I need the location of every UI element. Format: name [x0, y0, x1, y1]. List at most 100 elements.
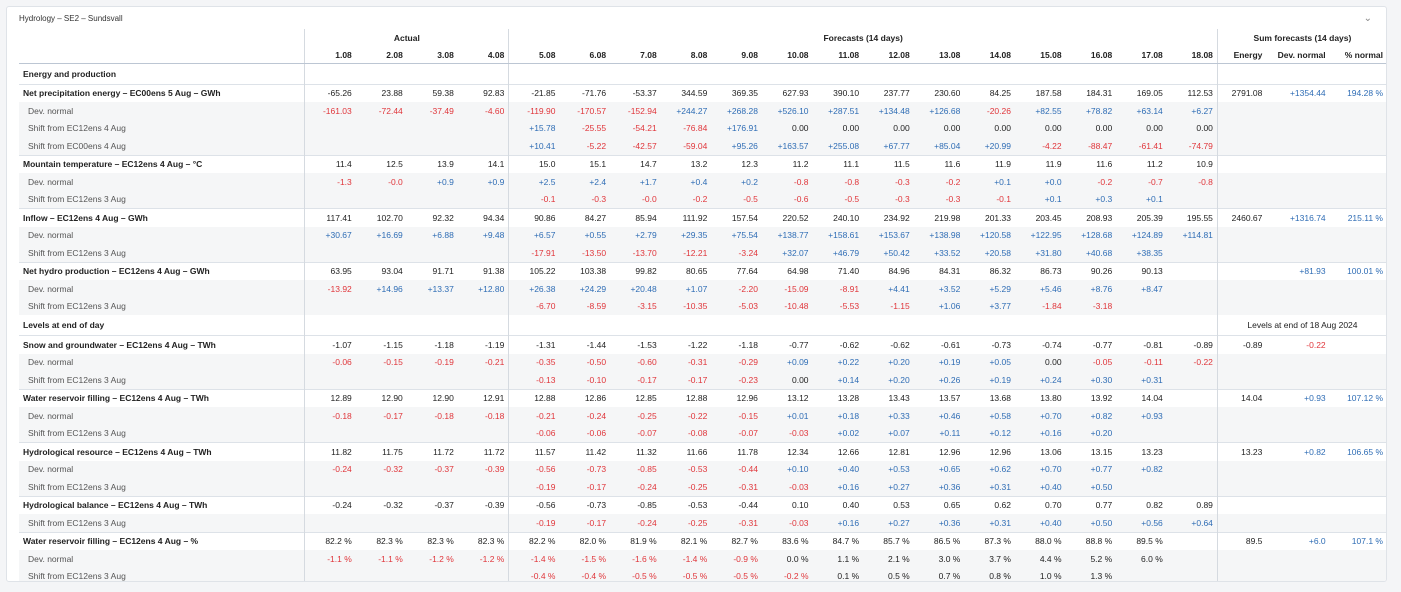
- value-cell: 3.0 %: [938, 553, 961, 564]
- sum-cell: 194.28 %: [1329, 83, 1386, 102]
- value-cell: [407, 568, 458, 582]
- value-cell: 99.82: [610, 261, 661, 280]
- value-cell: +0.62: [989, 464, 1011, 475]
- value-cell: [407, 120, 458, 138]
- value-cell: 0.5 %: [888, 571, 910, 582]
- value-cell: +0.40: [837, 464, 860, 475]
- value-cell: 0.77: [1065, 495, 1117, 514]
- value-cell: -0.44: [711, 495, 762, 514]
- value-cell: +24.29: [579, 283, 607, 294]
- value-cell: -42.57: [632, 140, 657, 151]
- value-cell: +0.65: [938, 464, 961, 475]
- sum-cell: [1266, 514, 1329, 532]
- sum-cell: +1354.44: [1266, 83, 1330, 102]
- sum-cell: 107.1 %: [1329, 531, 1386, 550]
- value-cell: 0.1 %: [837, 571, 860, 582]
- value-cell: +40.68: [1085, 247, 1113, 258]
- value-cell: 344.59: [660, 83, 712, 102]
- date-header: 15.08: [1014, 46, 1066, 64]
- value-cell: +6.57: [508, 226, 560, 244]
- value-cell: -54.21: [632, 123, 657, 134]
- value-cell: +63.14: [1136, 105, 1163, 116]
- sum-cell: [1216, 244, 1267, 262]
- value-cell: +0.46: [938, 410, 961, 421]
- value-cell: 88.8 %: [1065, 531, 1117, 550]
- value-cell: [1167, 191, 1218, 209]
- value-cell: -0.74: [1014, 335, 1066, 354]
- date-header: 1.08: [304, 46, 356, 64]
- value-cell: -0.03: [789, 517, 809, 528]
- row-label: Dev. normal: [28, 105, 74, 116]
- value-cell: -0.53: [687, 464, 708, 475]
- value-cell: +0.20: [888, 357, 910, 368]
- sum-cell: [1266, 407, 1329, 425]
- sum-cell: [1329, 335, 1386, 354]
- value-cell: 11.72: [457, 442, 509, 461]
- sum-cell: [1330, 280, 1386, 298]
- sum-cell: [1216, 353, 1267, 371]
- value-cell: -0.56: [508, 460, 560, 478]
- value-cell: -1.31: [508, 335, 560, 354]
- value-cell: +0.01: [787, 410, 809, 421]
- sum-cell: [1216, 407, 1267, 425]
- value-cell: [1116, 425, 1167, 443]
- sum-cell: [1330, 191, 1386, 209]
- sub-row: Shift from EC12ens 4 Aug +15.78 -25.55 -54.…: [19, 119, 1386, 138]
- table-row: Hydrological balance – EC12ens 4 Aug – T…: [19, 495, 1386, 514]
- value-cell: [1166, 442, 1218, 461]
- value-cell: 11.9: [964, 154, 1015, 173]
- value-cell: -0.6: [793, 194, 809, 205]
- value-cell: -0.61: [913, 335, 965, 354]
- value-cell: +0.09: [787, 357, 809, 368]
- value-cell: 1.0 %: [1039, 571, 1062, 582]
- value-cell: -0.77: [1065, 335, 1117, 354]
- row-label: Energy and production: [23, 68, 117, 79]
- chevron-down-icon[interactable]: ⌄: [1363, 13, 1372, 24]
- value-cell: 13.80: [1014, 388, 1066, 407]
- value-cell: [407, 425, 458, 443]
- value-cell: +0.33: [888, 410, 910, 421]
- value-cell: [458, 191, 509, 209]
- value-cell: -1.5 %: [581, 553, 607, 564]
- value-cell: +0.02: [837, 428, 860, 439]
- sum-cell: 2460.67: [1216, 208, 1267, 227]
- sum-cell: -0.22: [1266, 335, 1330, 354]
- value-cell: 91.71: [406, 261, 458, 280]
- sub-row: Shift from EC12ens 3 Aug -0.1 -0.3 -0.0 -0.2…: [19, 190, 1386, 209]
- value-cell: [458, 478, 509, 496]
- value-cell: -0.50: [586, 357, 607, 368]
- value-cell: 11.9: [1014, 154, 1066, 173]
- value-cell: +82.55: [1035, 105, 1062, 116]
- value-cell: -1.2 %: [479, 553, 505, 564]
- value-cell: -0.25: [687, 517, 708, 528]
- value-cell: -0.2 %: [783, 571, 809, 582]
- value-cell: +124.89: [1131, 230, 1163, 241]
- value-cell: +0.31: [989, 517, 1011, 528]
- sum-cell: [1216, 154, 1267, 173]
- value-cell: +78.82: [1085, 105, 1113, 116]
- section-spacer: [304, 63, 509, 84]
- value-cell: 13.68: [964, 388, 1015, 407]
- value-cell: -0.35: [508, 353, 560, 371]
- sub-row: Dev. normal -161.03 -72.44 -37.49 -4.60 -119.…: [19, 102, 1386, 120]
- sum-cell: [1216, 173, 1267, 191]
- value-cell: +122.95: [1030, 230, 1062, 241]
- value-cell: 1.1 %: [837, 553, 860, 564]
- row-label: Water reservoir filling – EC12ens 4 Aug …: [19, 531, 305, 550]
- value-cell: 93.04: [355, 261, 407, 280]
- row-label: Shift from EC12ens 3 Aug: [28, 194, 126, 205]
- value-cell: 13.43: [863, 388, 914, 407]
- value-cell: +134.48: [878, 105, 910, 116]
- sum-cell: [1266, 298, 1329, 316]
- value-cell: -25.55: [581, 123, 607, 134]
- value-cell: +138.98: [929, 230, 961, 241]
- value-cell: [304, 119, 356, 137]
- value-cell: -1.22: [660, 335, 712, 354]
- value-cell: +163.57: [777, 140, 809, 151]
- value-cell: -0.21: [485, 357, 505, 368]
- value-cell: -3.15: [637, 301, 657, 312]
- value-cell: [407, 371, 458, 389]
- value-cell: 77.64: [711, 261, 762, 280]
- value-cell: 12.91: [457, 388, 509, 407]
- value-cell: -0.1: [996, 194, 1011, 205]
